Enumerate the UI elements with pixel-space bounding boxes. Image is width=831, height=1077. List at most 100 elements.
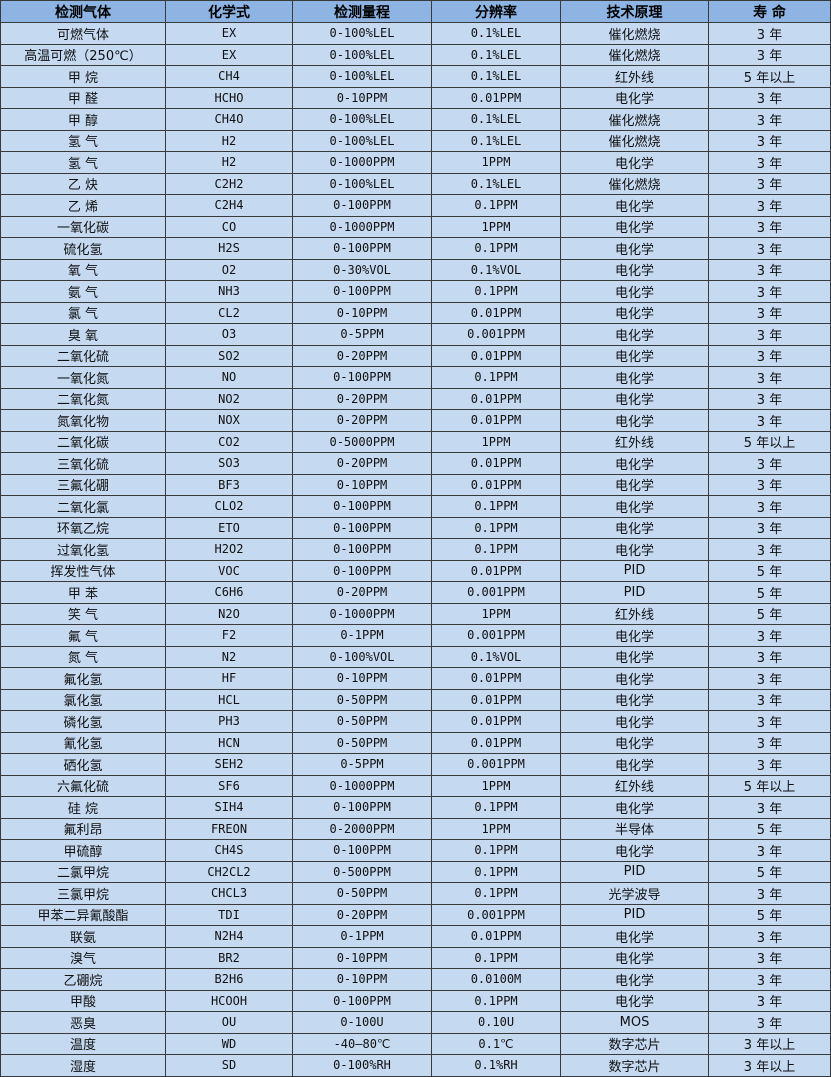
- range-cell: 0-100%LEL: [292, 65, 432, 88]
- table-row: 甲 苯 C6H6 0-20PPM 0.001PPM PID 5 年: [0, 581, 831, 604]
- resolution-cell: 0.01PPM: [431, 667, 561, 690]
- lifespan-cell: 3 年: [708, 882, 831, 905]
- table-row: 氟化氢 HF 0-10PPM 0.01PPM 电化学 3 年: [0, 667, 831, 690]
- gas-cell: 硫化氢: [0, 237, 166, 260]
- table-row: 三氯甲烷 CHCL3 0-50PPM 0.1PPM 光学波导 3 年: [0, 882, 831, 905]
- lifespan-cell: 3 年: [708, 688, 831, 711]
- resolution-cell: 0.1PPM: [431, 516, 561, 539]
- formula-cell: WD: [165, 1032, 293, 1055]
- resolution-cell: 0.1PPM: [431, 989, 561, 1012]
- formula-cell: NOX: [165, 409, 293, 432]
- table-row: 高温可燃（250℃） EX 0-100%LEL 0.1%LEL 催化燃烧 3 年: [0, 43, 831, 66]
- gas-cell: 乙 烯: [0, 194, 166, 217]
- gas-cell: 乙 炔: [0, 172, 166, 195]
- formula-cell: F2: [165, 624, 293, 647]
- table-row: 氢 气 H2 0-100%LEL 0.1%LEL 催化燃烧 3 年: [0, 129, 831, 152]
- principle-cell: 电化学: [560, 516, 709, 539]
- formula-cell: HCL: [165, 688, 293, 711]
- principle-cell: 电化学: [560, 688, 709, 711]
- resolution-cell: 0.1%LEL: [431, 22, 561, 45]
- gas-cell: 二氧化氮: [0, 387, 166, 410]
- lifespan-cell: 3 年: [708, 387, 831, 410]
- resolution-cell: 1PPM: [431, 215, 561, 238]
- formula-cell: SF6: [165, 774, 293, 797]
- formula-cell: SD: [165, 1054, 293, 1077]
- gas-cell: 甲苯二异氰酸酯: [0, 903, 166, 926]
- resolution-cell: 0.1PPM: [431, 946, 561, 969]
- formula-cell: FREON: [165, 817, 293, 840]
- gas-cell: 氢 气: [0, 129, 166, 152]
- table-row: 甲 烷 CH4 0-100%LEL 0.1%LEL 红外线 5 年以上: [0, 65, 831, 88]
- principle-cell: MOS: [560, 1011, 709, 1034]
- range-cell: 0-100PPM: [292, 839, 432, 862]
- formula-cell: N2: [165, 645, 293, 668]
- principle-cell: 电化学: [560, 237, 709, 260]
- principle-cell: 电化学: [560, 968, 709, 991]
- table-row: 环氧乙烷 ETO 0-100PPM 0.1PPM 电化学 3 年: [0, 516, 831, 539]
- range-cell: 0-1PPM: [292, 624, 432, 647]
- table-row: 乙 烯 C2H4 0-100PPM 0.1PPM 电化学 3 年: [0, 194, 831, 217]
- principle-cell: 数字芯片: [560, 1054, 709, 1077]
- table-row: 乙 炔 C2H2 0-100%LEL 0.1%LEL 催化燃烧 3 年: [0, 172, 831, 195]
- gas-cell: 氟化氢: [0, 667, 166, 690]
- lifespan-cell: 3 年: [708, 452, 831, 475]
- header-row: 检测气体 化学式 检测量程 分辨率 技术原理 寿 命: [0, 0, 831, 23]
- gas-cell: 湿度: [0, 1054, 166, 1077]
- formula-cell: BF3: [165, 473, 293, 496]
- formula-cell: CH4O: [165, 108, 293, 131]
- table-row: 三氟化硼 BF3 0-10PPM 0.01PPM 电化学 3 年: [0, 473, 831, 496]
- lifespan-cell: 3 年: [708, 946, 831, 969]
- formula-cell: H2S: [165, 237, 293, 260]
- lifespan-cell: 3 年: [708, 172, 831, 195]
- header-range: 检测量程: [292, 0, 432, 23]
- table-row: 硒化氢 SEH2 0-5PPM 0.001PPM 电化学 3 年: [0, 753, 831, 776]
- range-cell: 0-20PPM: [292, 409, 432, 432]
- principle-cell: 红外线: [560, 430, 709, 453]
- range-cell: 0-100PPM: [292, 516, 432, 539]
- gas-cell: 氮 气: [0, 645, 166, 668]
- table-row: 氧 气 O2 0-30%VOL 0.1%VOL 电化学 3 年: [0, 258, 831, 281]
- range-cell: -40—80℃: [292, 1032, 432, 1055]
- formula-cell: N2O: [165, 602, 293, 625]
- resolution-cell: 0.1%LEL: [431, 172, 561, 195]
- lifespan-cell: 5 年: [708, 860, 831, 883]
- principle-cell: PID: [560, 860, 709, 883]
- range-cell: 0-2000PPM: [292, 817, 432, 840]
- range-cell: 0-100%LEL: [292, 22, 432, 45]
- lifespan-cell: 3 年: [708, 108, 831, 131]
- table-row: 氰化氢 HCN 0-50PPM 0.01PPM 电化学 3 年: [0, 731, 831, 754]
- resolution-cell: 1PPM: [431, 817, 561, 840]
- lifespan-cell: 3 年: [708, 1011, 831, 1034]
- gas-cell: 甲 醇: [0, 108, 166, 131]
- table-row: 可燃气体 EX 0-100%LEL 0.1%LEL 催化燃烧 3 年: [0, 22, 831, 45]
- lifespan-cell: 3 年: [708, 624, 831, 647]
- range-cell: 0-1000PPM: [292, 215, 432, 238]
- gas-cell: 二氧化氯: [0, 495, 166, 518]
- range-cell: 0-50PPM: [292, 731, 432, 754]
- principle-cell: 电化学: [560, 258, 709, 281]
- resolution-cell: 0.1%VOL: [431, 645, 561, 668]
- formula-cell: VOC: [165, 559, 293, 582]
- resolution-cell: 0.0100M: [431, 968, 561, 991]
- resolution-cell: 0.1PPM: [431, 882, 561, 905]
- principle-cell: 电化学: [560, 280, 709, 303]
- principle-cell: 光学波导: [560, 882, 709, 905]
- principle-cell: 电化学: [560, 538, 709, 561]
- lifespan-cell: 5 年: [708, 903, 831, 926]
- principle-cell: 电化学: [560, 839, 709, 862]
- range-cell: 0-10PPM: [292, 968, 432, 991]
- range-cell: 0-100%LEL: [292, 129, 432, 152]
- range-cell: 0-5PPM: [292, 753, 432, 776]
- resolution-cell: 0.1%VOL: [431, 258, 561, 281]
- formula-cell: O3: [165, 323, 293, 346]
- gas-cell: 硅 烷: [0, 796, 166, 819]
- header-principle: 技术原理: [560, 0, 709, 23]
- lifespan-cell: 3 年: [708, 215, 831, 238]
- principle-cell: 电化学: [560, 387, 709, 410]
- range-cell: 0-10PPM: [292, 86, 432, 109]
- principle-cell: 电化学: [560, 495, 709, 518]
- lifespan-cell: 3 年: [708, 194, 831, 217]
- formula-cell: HCN: [165, 731, 293, 754]
- gas-cell: 三氧化硫: [0, 452, 166, 475]
- gas-cell: 甲酸: [0, 989, 166, 1012]
